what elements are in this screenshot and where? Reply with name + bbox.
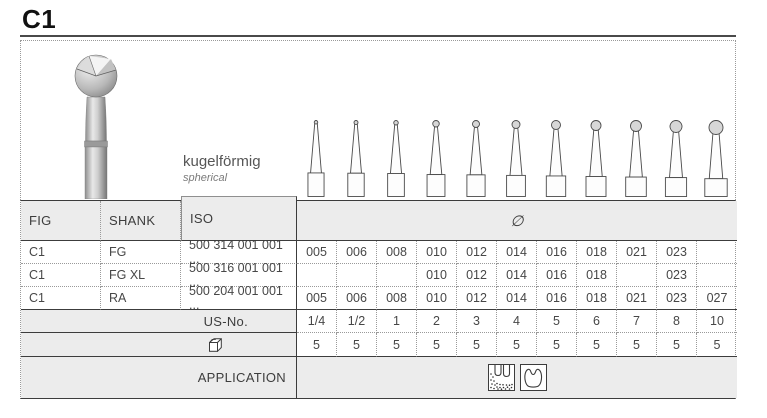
pack-qty-cell: 5	[377, 333, 417, 357]
size-cell: 006	[337, 287, 377, 310]
row-iso: 500 316 001 001 ...	[181, 261, 297, 289]
us-no-cell: 6	[577, 310, 617, 333]
us-no-cell: 3	[457, 310, 497, 333]
pack-qty-cell: 5	[577, 333, 617, 357]
size-cell: 023	[657, 264, 697, 287]
caries-excavation-icon	[487, 364, 515, 391]
col-header-diameter: ∅	[297, 201, 737, 241]
application-label: APPLICATION	[197, 370, 286, 385]
size-cell: 018	[577, 264, 617, 287]
size-cell: 012	[457, 287, 497, 310]
size-cell	[697, 241, 737, 264]
us-no-cell: 4	[497, 310, 537, 333]
size-cell: 018	[577, 241, 617, 264]
us-no-cell: 8	[657, 310, 697, 333]
row-fig: C1	[21, 287, 101, 310]
title-rule	[20, 35, 736, 37]
us-no-cell: 5	[537, 310, 577, 333]
row-fig: C1	[21, 241, 101, 264]
size-cell: 016	[537, 287, 577, 310]
cavity-preparation-icon	[519, 364, 547, 391]
bur-illustration	[387, 120, 405, 197]
size-cell: 008	[377, 287, 417, 310]
us-no-cell: 1/2	[337, 310, 377, 333]
package-icon	[209, 337, 222, 352]
pack-qty-cell: 5	[497, 333, 537, 357]
size-cell: 014	[497, 287, 537, 310]
pack-qty-cell: 5	[697, 333, 737, 357]
size-cell: 012	[457, 264, 497, 287]
pack-qty-cell: 5	[457, 333, 497, 357]
shape-name-en: spherical	[183, 172, 228, 185]
size-cell	[297, 264, 337, 287]
size-cell: 010	[417, 264, 457, 287]
bur-illustration	[664, 120, 688, 197]
size-cell: 006	[337, 241, 377, 264]
bur-illustration	[426, 120, 446, 197]
pack-qty-cell: 5	[617, 333, 657, 357]
col-header-iso: ISO	[181, 196, 297, 241]
us-no-cell: 2	[417, 310, 457, 333]
size-cell: 016	[537, 264, 577, 287]
bur-illustration	[347, 120, 365, 197]
row-shank: FG XL	[101, 264, 181, 287]
size-cell: 014	[497, 264, 537, 287]
pack-qty-cell: 5	[417, 333, 457, 357]
bur-illustration	[466, 120, 486, 197]
size-cell	[697, 264, 737, 287]
row-fig: C1	[21, 264, 101, 287]
col-header-shank: SHANK	[101, 201, 181, 241]
shape-name-de: kugelförmig	[183, 153, 261, 170]
page-title: C1	[22, 4, 57, 34]
size-cell: 005	[297, 241, 337, 264]
size-cell: 005	[297, 287, 337, 310]
pack-qty-cell: 5	[537, 333, 577, 357]
bur-illustration	[506, 120, 526, 197]
us-no-cell: 1	[377, 310, 417, 333]
size-cell: 008	[377, 241, 417, 264]
row-iso: 500 204 001 001 ...	[181, 284, 297, 312]
pack-qty-cell: 5	[657, 333, 697, 357]
row-shank: RA	[101, 287, 181, 310]
size-cell	[337, 264, 377, 287]
size-cell: 018	[577, 287, 617, 310]
us-no-cell: 10	[697, 310, 737, 333]
size-cell: 027	[697, 287, 737, 310]
bur-illustration	[704, 120, 728, 197]
size-cell	[377, 264, 417, 287]
size-cell	[617, 264, 657, 287]
pack-qty-cell: 5	[337, 333, 377, 357]
spec-table: FIG SHANK ISO ∅ C1 FG 500 314 001 001 ..…	[20, 196, 737, 399]
bur-illustration	[585, 120, 607, 197]
figure-panel: kugelförmig spherical	[20, 40, 736, 200]
size-cell: 010	[417, 287, 457, 310]
size-cell: 012	[457, 241, 497, 264]
shape-label: kugelförmig spherical	[183, 153, 261, 185]
size-cell: 021	[617, 287, 657, 310]
size-cell: 014	[497, 241, 537, 264]
application-icons	[487, 364, 547, 391]
us-no-cell: 1/4	[297, 310, 337, 333]
pack-qty-cell: 5	[297, 333, 337, 357]
us-no-label: US-No.	[203, 313, 248, 329]
row-iso: 500 314 001 001 ...	[181, 238, 297, 266]
size-cell: 023	[657, 241, 697, 264]
size-cell: 016	[537, 241, 577, 264]
us-no-label-cell: US-No.	[21, 310, 297, 333]
bur-illustration	[545, 120, 567, 197]
size-cell: 010	[417, 241, 457, 264]
size-cell: 023	[657, 287, 697, 310]
col-header-fig: FIG	[21, 201, 101, 241]
row-shank: FG	[101, 241, 181, 264]
bur-photo	[74, 54, 118, 199]
bur-illustrations	[21, 41, 737, 201]
pack-qty-label-cell	[21, 333, 297, 357]
bur-illustration	[307, 120, 325, 197]
application-icons-cell	[297, 357, 737, 398]
us-no-cell: 7	[617, 310, 657, 333]
size-cell: 021	[617, 241, 657, 264]
bur-illustration	[625, 120, 647, 197]
application-label-cell: APPLICATION	[21, 357, 297, 398]
